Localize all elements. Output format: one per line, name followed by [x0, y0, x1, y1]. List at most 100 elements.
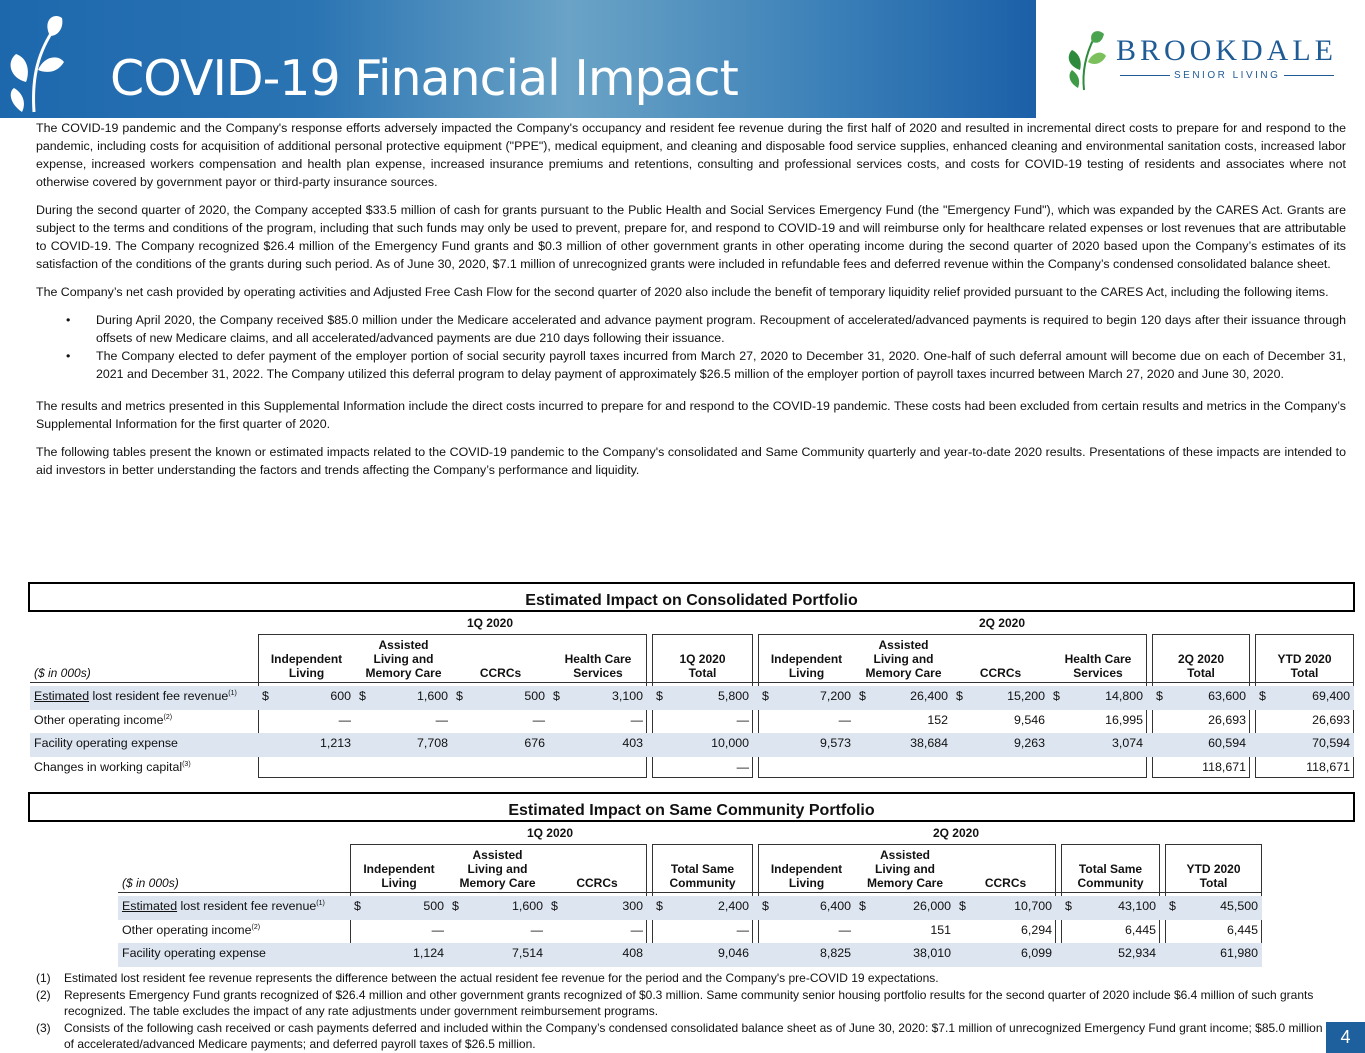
row-label-underlined: Estimated — [34, 689, 90, 703]
table-cell: 52,934 — [1118, 946, 1156, 960]
column-header-line: CCRCs — [576, 876, 618, 890]
table-cell: — — [630, 712, 643, 727]
table-cell: — — [736, 712, 749, 727]
column-header-line: Total Same — [1078, 862, 1143, 876]
table-cell: — — [338, 712, 351, 727]
column-header-line: CCRCs — [984, 876, 1027, 890]
column-header: Total Same Community — [1061, 862, 1160, 890]
page-number: 4 — [1326, 1022, 1365, 1053]
table-cell: 3,100 — [611, 689, 643, 703]
dollar-sign: $ — [859, 689, 866, 703]
column-header-line: CCRCs — [979, 666, 1022, 680]
table-cell: — — [736, 922, 749, 937]
leaf-logo-icon — [10, 16, 64, 113]
section-title: Estimated Impact on Consolidated Portfol… — [28, 582, 1355, 612]
dollar-sign: $ — [959, 899, 966, 913]
table-cell: — — [630, 922, 643, 937]
column-header: Assisted Living and Memory Care — [448, 848, 547, 890]
row-label-text: Facility operating expense — [122, 946, 266, 960]
table-cell: 16,995 — [1105, 712, 1143, 727]
column-header-line: Memory Care — [865, 666, 942, 680]
column-header: CCRCs — [952, 666, 1049, 680]
column-header: CCRCs — [452, 666, 549, 680]
row-label: Other operating income(2) — [122, 923, 260, 937]
list-item: • The Company elected to defer payment of… — [66, 349, 1346, 381]
dollar-sign: $ — [551, 899, 558, 913]
footnote-ref: (3) — [182, 760, 191, 768]
column-header: 1Q 2020 Total — [652, 652, 753, 680]
table-cell: 60,594 — [1208, 736, 1246, 750]
dollar-sign: $ — [859, 899, 866, 913]
column-header-line: Independent — [363, 862, 435, 876]
row-label-text: Other operating income — [34, 712, 164, 727]
dollar-sign: $ — [1259, 689, 1266, 703]
section-title: Estimated Impact on Same Community Portf… — [28, 792, 1355, 822]
column-header-line: Living — [788, 876, 825, 890]
paragraph: The following tables present the known o… — [36, 445, 1346, 477]
column-header-line: Assisted — [879, 848, 931, 862]
logo-tagline: SENIOR LIVING — [1116, 70, 1332, 81]
table-cell: 45,500 — [1220, 899, 1258, 913]
row-label-text: lost resident fee revenue — [177, 899, 317, 913]
table-cell: 408 — [622, 946, 643, 960]
column-header-line: Total — [1199, 876, 1228, 890]
table-cell: — — [736, 759, 749, 774]
column-header-line: Independent — [770, 652, 843, 666]
table-cell: 600 — [330, 689, 351, 703]
footnote-ref: (1) — [316, 900, 325, 907]
footnote: (3) Consists of the following cash receiv… — [36, 1020, 1323, 1052]
units-label: ($ in 000s) — [34, 666, 91, 680]
table-cell: 43,100 — [1118, 899, 1156, 913]
brookdale-leaf-icon — [1068, 31, 1106, 91]
dollar-sign: $ — [656, 899, 663, 913]
row-label: Estimated lost resident fee revenue(1) — [122, 899, 325, 913]
dollar-sign: $ — [956, 689, 963, 703]
table-cell: 7,200 — [819, 689, 851, 703]
table-cell: — — [435, 712, 448, 727]
dollar-sign: $ — [1169, 899, 1176, 913]
paragraph: The Company’s net cash provided by opera… — [36, 285, 1329, 299]
table-cell: 26,400 — [910, 689, 948, 703]
table-row: Changes in working capital(3) — 118,671 118… — [30, 757, 1354, 781]
table-cell: 9,263 — [1013, 736, 1045, 750]
table-cell: 6,445 — [1226, 922, 1258, 937]
dollar-sign: $ — [762, 689, 769, 703]
column-header: Assisted Living and Memory Care — [855, 638, 952, 680]
footnote-ref: (1) — [228, 690, 237, 697]
logo-wordmark: BROOKDALE — [1116, 34, 1337, 67]
row-label-text: lost resident fee revenue — [89, 689, 229, 703]
row-label-text: Facility operating expense — [34, 736, 178, 750]
table-cell: 152 — [927, 712, 948, 727]
column-header-line: Assisted — [378, 638, 429, 652]
column-header-line: Health Care — [1064, 652, 1132, 666]
table-cell: 1,600 — [511, 899, 543, 913]
table-cell: 151 — [930, 922, 951, 937]
footnote-ref: (2) — [251, 923, 261, 931]
table-cell: 38,010 — [913, 946, 951, 960]
brookdale-logo: BROOKDALE SENIOR LIVING — [1064, 30, 1344, 92]
dollar-sign: $ — [656, 689, 663, 703]
column-header-line: Services — [573, 666, 623, 680]
bullet-list: • During April 2020, the Company received… — [36, 311, 1346, 383]
table-cell: 70,594 — [1312, 736, 1350, 750]
column-header-line: 2Q 2020 — [1177, 652, 1225, 666]
column-header: YTD 2020 Total — [1165, 862, 1262, 890]
column-header-line: YTD 2020 — [1277, 652, 1332, 666]
dollar-sign: $ — [1156, 689, 1163, 703]
table-row: Facility operating expense 1,213 7,708 676 4… — [30, 733, 1354, 757]
table-cell: 1,213 — [319, 736, 351, 750]
column-header-line: CCRCs — [479, 666, 522, 680]
table-cell: 69,400 — [1312, 689, 1350, 703]
column-header: Total Same Community — [652, 862, 753, 890]
bullet-icon: • — [66, 349, 71, 363]
table-cell: — — [530, 922, 543, 937]
table-cell: 5,800 — [717, 689, 749, 703]
row-label-text: Changes in working capital — [34, 759, 183, 774]
column-header: Independent Living — [758, 862, 855, 890]
column-header-line: Independent — [270, 652, 343, 666]
column-header-line: Living and — [873, 652, 934, 666]
page-title: COVID-19 Financial Impact — [110, 50, 739, 107]
table-cell: 9,546 — [1013, 712, 1045, 727]
dollar-sign: $ — [262, 689, 269, 703]
column-header-line: Total — [1290, 666, 1319, 680]
